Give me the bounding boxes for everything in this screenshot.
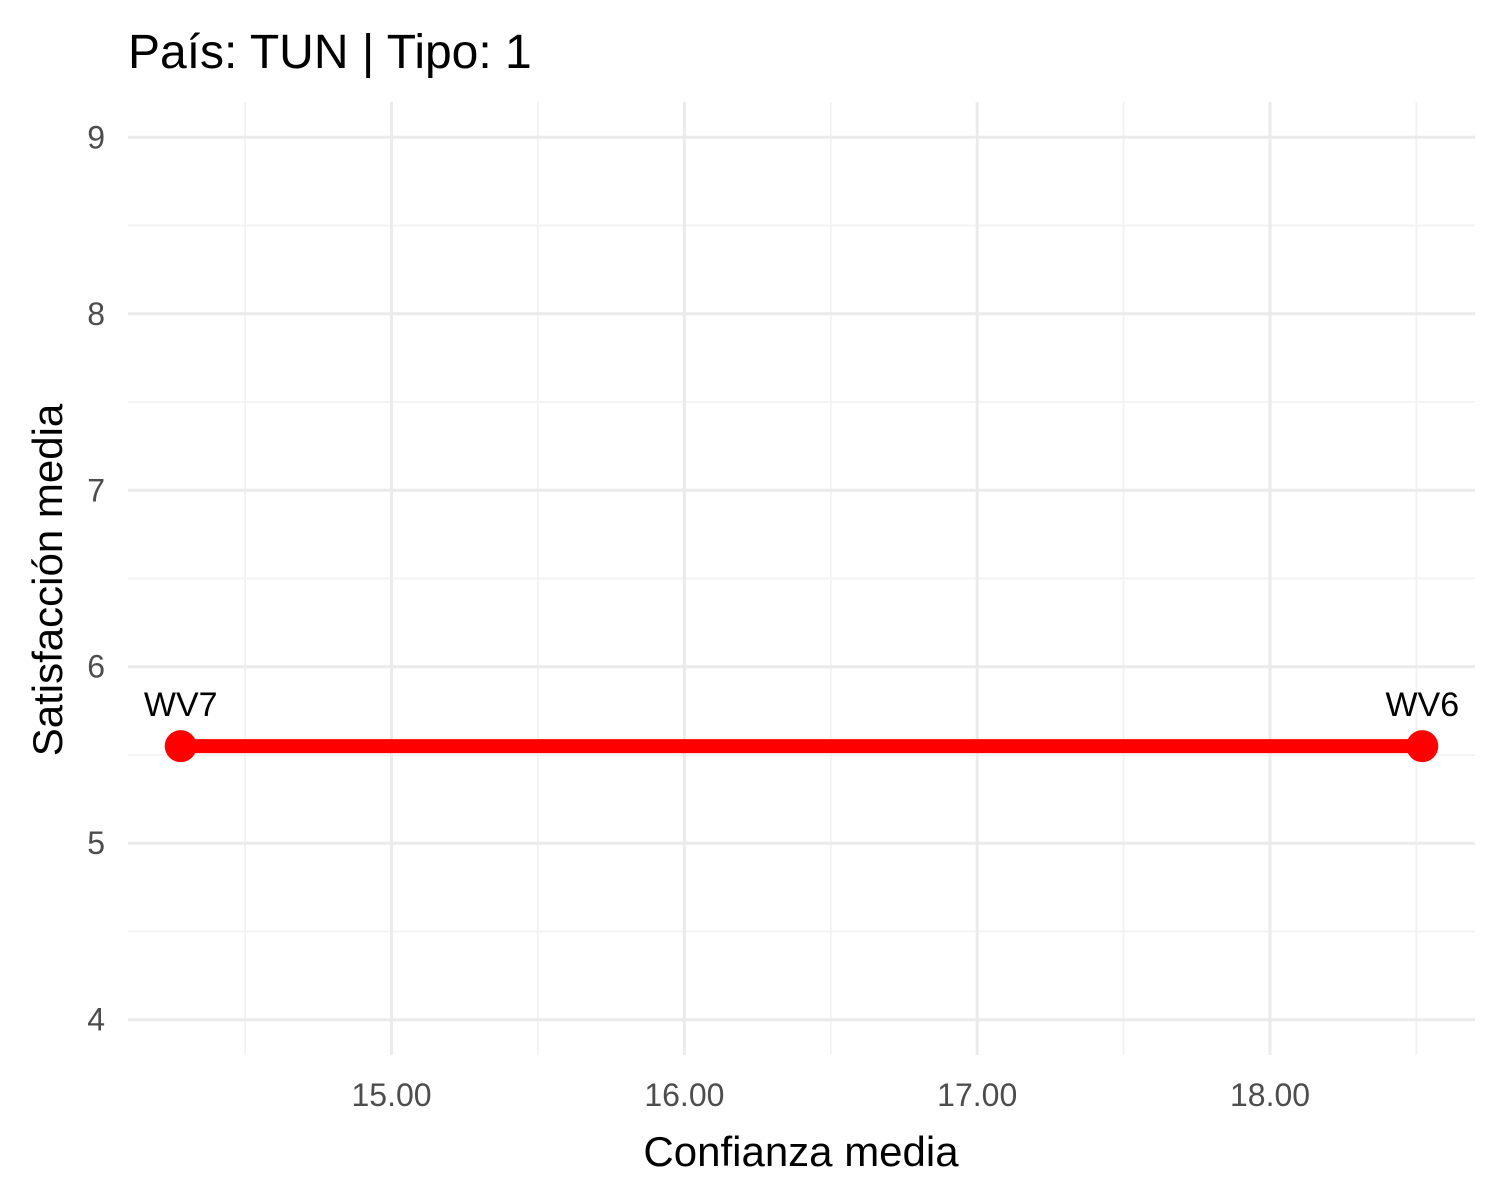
x-tick-label: 16.00: [644, 1077, 724, 1113]
chart-title: País: TUN | Tipo: 1: [128, 26, 532, 79]
data-label: WV7: [144, 686, 218, 724]
x-tick-label: 18.00: [1230, 1077, 1310, 1113]
x-axis-ticks: 15.00 16.00 17.00 18.00: [352, 1077, 1311, 1113]
data-point: [164, 730, 197, 763]
x-tick-label: 15.00: [352, 1077, 432, 1113]
grid: [128, 102, 1475, 1055]
y-axis-title: Satisfacción media: [24, 403, 71, 756]
data-point: [1406, 730, 1439, 763]
y-tick-label: 7: [87, 472, 105, 508]
y-tick-label: 5: [87, 825, 105, 861]
point-labels: WV7 WV6: [144, 686, 1459, 724]
series-layer: [164, 730, 1439, 763]
y-tick-label: 4: [87, 1002, 105, 1038]
x-tick-label: 17.00: [937, 1077, 1017, 1113]
y-axis-ticks: 4 5 6 7 8 9: [87, 119, 105, 1037]
y-tick-label: 6: [87, 649, 105, 685]
y-tick-label: 9: [87, 119, 105, 155]
x-axis-title: Confianza media: [643, 1128, 959, 1175]
y-tick-label: 8: [87, 296, 105, 332]
data-label: WV6: [1385, 686, 1459, 724]
